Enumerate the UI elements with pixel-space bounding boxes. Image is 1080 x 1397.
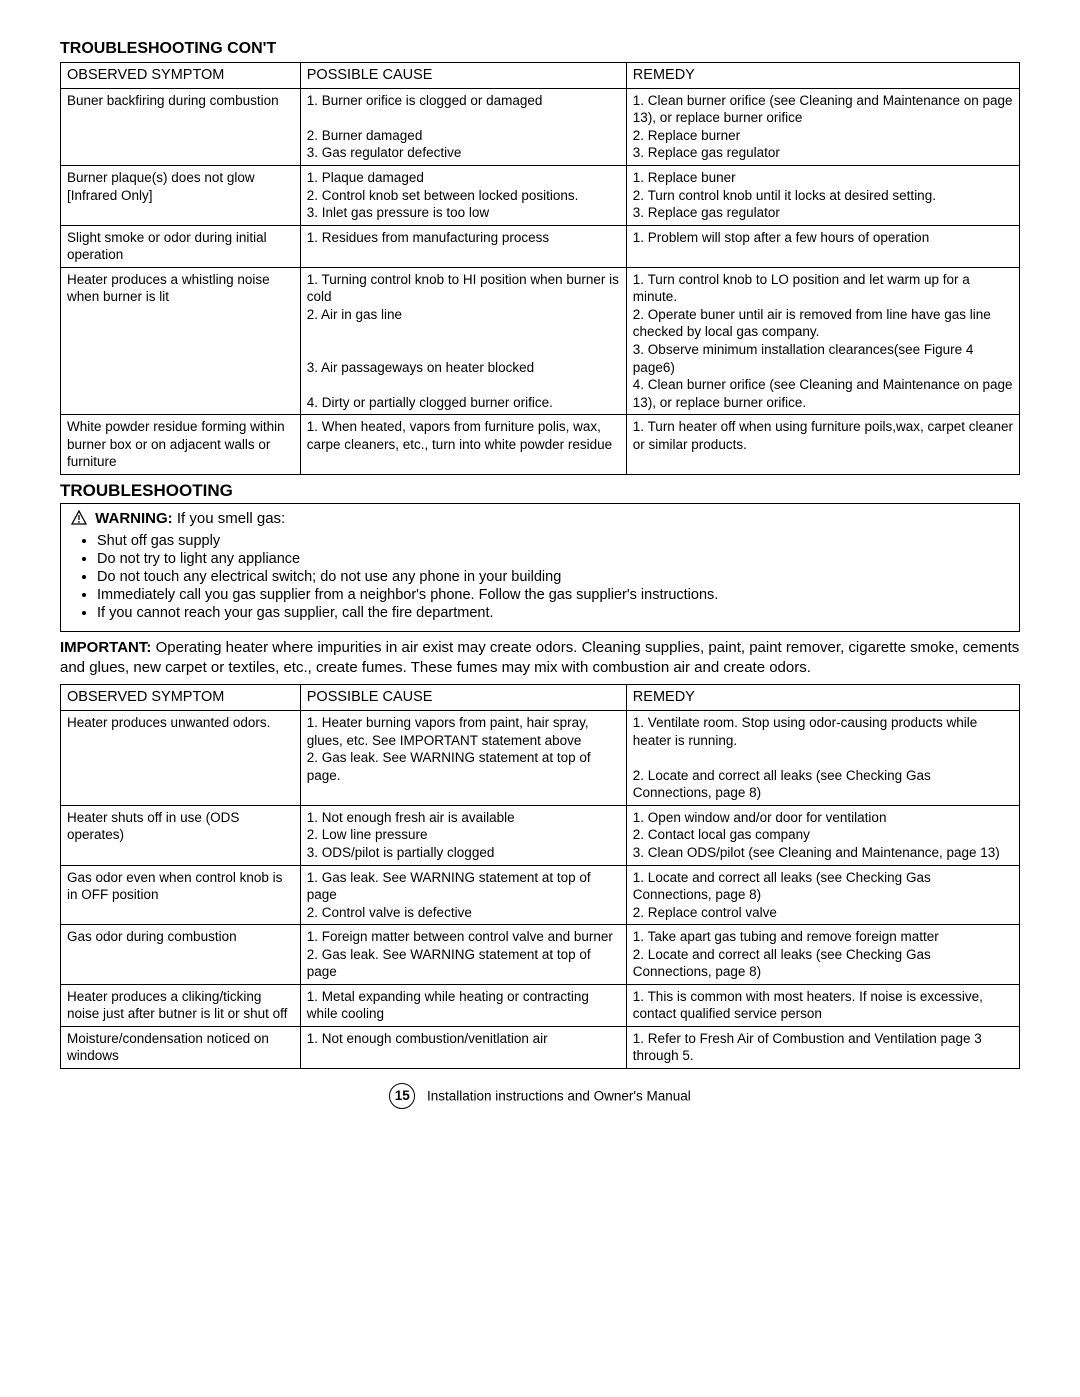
table-cell-symptom: Burner plaque(s) does not glow [Infrared… [61,166,301,226]
table-cell-cause: 1. Burner orifice is clogged or damaged2… [300,88,626,165]
table-cell-remedy: 1. Turn heater off when using furniture … [626,415,1019,475]
table-cell-remedy: 1. Refer to Fresh Air of Combustion and … [626,1026,1019,1068]
table-cell-remedy: 1. Turn control knob to LO position and … [626,267,1019,414]
troubleshoot-table-1: OBSERVED SYMPTOM POSSIBLE CAUSE REMEDY B… [60,62,1020,475]
table-row: Gas odor during combustion1. Foreign mat… [61,925,1020,985]
table-cell-cause: 1. Metal expanding while heating or cont… [300,984,626,1026]
table2-header-row: OBSERVED SYMPTOM POSSIBLE CAUSE REMEDY [61,685,1020,711]
table-cell-symptom: Heater produces a cliking/ticking noise … [61,984,301,1026]
table2-header-remedy: REMEDY [626,685,1019,711]
table1-header-symptom: OBSERVED SYMPTOM [61,63,301,89]
table-cell-cause: 1. Heater burning vapors from paint, hai… [300,711,626,806]
table-cell-symptom: Gas odor even when control knob is in OF… [61,865,301,925]
table-row: Buner backfiring during combustion1. Bur… [61,88,1020,165]
warning-box: WARNING: If you smell gas: Shut off gas … [60,503,1020,632]
table-cell-symptom: Moisture/condensation noticed on windows [61,1026,301,1068]
table2-header-symptom: OBSERVED SYMPTOM [61,685,301,711]
table-cell-remedy: 1. Ventilate room. Stop using odor-causi… [626,711,1019,806]
table-row: Heater produces unwanted odors.1. Heater… [61,711,1020,806]
important-paragraph: IMPORTANT: Operating heater where impuri… [60,638,1020,679]
table-row: Gas odor even when control knob is in OF… [61,865,1020,925]
table-cell-symptom: Buner backfiring during combustion [61,88,301,165]
warning-list: Shut off gas supply Do not try to light a… [97,533,1009,621]
important-label: IMPORTANT: [60,639,151,656]
table-cell-cause: 1. Turning control knob to HI position w… [300,267,626,414]
table-cell-cause: 1. Foreign matter between control valve … [300,925,626,985]
table1-header-cause: POSSIBLE CAUSE [300,63,626,89]
table-cell-cause: 1. When heated, vapors from furniture po… [300,415,626,475]
table-cell-symptom: Heater shuts off in use (ODS operates) [61,805,301,865]
table-row: Slight smoke or odor during initial oper… [61,225,1020,267]
troubleshoot-table-2: OBSERVED SYMPTOM POSSIBLE CAUSE REMEDY H… [60,684,1020,1069]
warning-icon [71,510,87,529]
table-row: White powder residue forming within burn… [61,415,1020,475]
warning-heading: WARNING: If you smell gas: [71,510,1009,529]
table-row: Heater shuts off in use (ODS operates)1.… [61,805,1020,865]
table-cell-cause: 1. Not enough combustion/venitlation air [300,1026,626,1068]
warning-list-item: Immediately call you gas supplier from a… [97,587,1009,603]
table-cell-remedy: 1. Locate and correct all leaks (see Che… [626,865,1019,925]
table-row: Burner plaque(s) does not glow [Infrared… [61,166,1020,226]
warning-lead: If you smell gas: [177,510,285,527]
table-cell-symptom: Slight smoke or odor during initial oper… [61,225,301,267]
warning-list-item: Do not try to light any appliance [97,551,1009,567]
table-cell-remedy: 1. Replace buner2. Turn control knob unt… [626,166,1019,226]
table-cell-symptom: Gas odor during combustion [61,925,301,985]
page-footer: 15 Installation instructions and Owner's… [60,1083,1020,1109]
table-cell-remedy: 1. Problem will stop after a few hours o… [626,225,1019,267]
section2-title: TROUBLESHOOTING [60,481,1020,501]
table-cell-cause: 1. Not enough fresh air is available2. L… [300,805,626,865]
table-row: Heater produces a whistling noise when b… [61,267,1020,414]
section1-title: TROUBLESHOOTING CON'T [60,40,1020,58]
table-cell-remedy: 1. Open window and/or door for ventilati… [626,805,1019,865]
warning-list-item: Shut off gas supply [97,533,1009,549]
table1-header-remedy: REMEDY [626,63,1019,89]
table-cell-remedy: 1. This is common with most heaters. If … [626,984,1019,1026]
table-row: Moisture/condensation noticed on windows… [61,1026,1020,1068]
table-cell-symptom: White powder residue forming within burn… [61,415,301,475]
table2-header-cause: POSSIBLE CAUSE [300,685,626,711]
table-cell-cause: 1. Gas leak. See WARNING statement at to… [300,865,626,925]
important-text: Operating heater where impurities in air… [60,639,1019,676]
table-cell-cause: 1. Plaque damaged2. Control knob set bet… [300,166,626,226]
footer-text: Installation instructions and Owner's Ma… [427,1088,691,1103]
table-cell-remedy: 1. Clean burner orifice (see Cleaning an… [626,88,1019,165]
table-row: Heater produces a cliking/ticking noise … [61,984,1020,1026]
warning-list-item: Do not touch any electrical switch; do n… [97,569,1009,585]
table-cell-symptom: Heater produces unwanted odors. [61,711,301,806]
page-number: 15 [389,1083,415,1109]
table-cell-cause: 1. Residues from manufacturing process [300,225,626,267]
warning-label: WARNING: [95,510,173,527]
table1-header-row: OBSERVED SYMPTOM POSSIBLE CAUSE REMEDY [61,63,1020,89]
table-cell-remedy: 1. Take apart gas tubing and remove fore… [626,925,1019,985]
warning-list-item: If you cannot reach your gas supplier, c… [97,605,1009,621]
table-cell-symptom: Heater produces a whistling noise when b… [61,267,301,414]
